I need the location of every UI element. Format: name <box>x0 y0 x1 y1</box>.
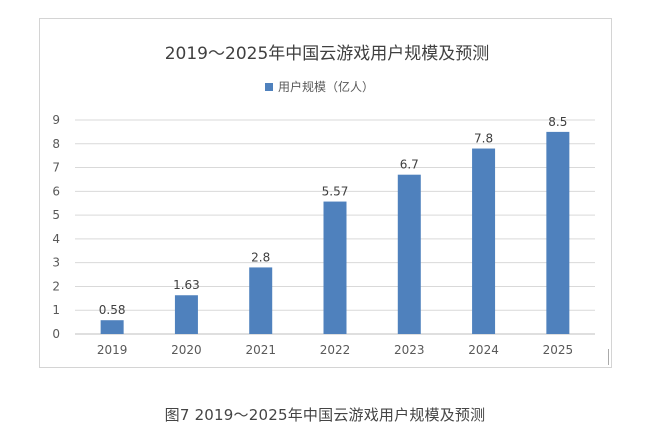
x-tick-label: 2020 <box>171 343 202 357</box>
legend-swatch <box>265 83 273 91</box>
y-tick-label: 3 <box>52 256 60 270</box>
data-label: 5.57 <box>322 185 349 199</box>
data-label: 1.63 <box>173 278 200 292</box>
corner-mark <box>608 349 615 365</box>
y-tick-label: 4 <box>52 232 60 246</box>
bar-2025 <box>546 131 570 334</box>
x-tick-label: 2022 <box>320 343 351 357</box>
x-tick-label: 2023 <box>394 343 425 357</box>
chart-title: 2019～2025年中国云游戏用户规模及预测 <box>165 44 490 64</box>
bar-2023 <box>397 174 421 334</box>
x-tick-label: 2025 <box>543 343 574 357</box>
data-labels: 0.58 1.63 2.8 5.57 6.7 7.8 8.5 <box>99 115 568 317</box>
legend-label: 用户规模（亿人） <box>278 79 374 94</box>
bar-2019 <box>100 320 124 334</box>
bars <box>100 131 570 334</box>
data-label: 8.5 <box>548 115 567 129</box>
y-tick-label: 2 <box>52 279 60 293</box>
chart-canvas: 2019～2025年中国云游戏用户规模及预测 用户规模（亿人） 0 1 2 3 4 5 6 7… <box>52 44 595 357</box>
y-tick-label: 7 <box>52 161 60 175</box>
y-tick-label: 8 <box>52 137 60 151</box>
bar-2022 <box>323 201 347 334</box>
y-tick-label: 5 <box>52 208 60 222</box>
y-tick-label: 1 <box>52 303 60 317</box>
bar-2021 <box>249 267 273 334</box>
data-label: 2.8 <box>251 250 270 264</box>
bar-2020 <box>174 295 198 334</box>
x-tick-label: 2019 <box>97 343 128 357</box>
y-tick-label: 6 <box>52 184 60 198</box>
x-axis-ticks: 2019 2020 2021 2022 2023 2024 2025 <box>97 343 573 357</box>
data-label: 7.8 <box>474 132 493 146</box>
legend: 用户规模（亿人） <box>265 79 374 94</box>
y-tick-label: 0 <box>52 327 60 341</box>
x-tick-label: 2021 <box>245 343 276 357</box>
x-tick-label: 2024 <box>468 343 499 357</box>
chart-frame: 2019～2025年中国云游戏用户规模及预测 用户规模（亿人） 0 1 2 3 4 5 6 7… <box>39 18 612 368</box>
data-label: 0.58 <box>99 303 126 317</box>
figure-caption: 图7 2019～2025年中国云游戏用户规模及预测 <box>164 406 486 424</box>
bar-2024 <box>472 148 496 334</box>
y-axis-ticks: 0 1 2 3 4 5 6 7 8 9 <box>52 113 60 341</box>
y-tick-label: 9 <box>52 113 60 127</box>
data-label: 6.7 <box>400 158 419 172</box>
